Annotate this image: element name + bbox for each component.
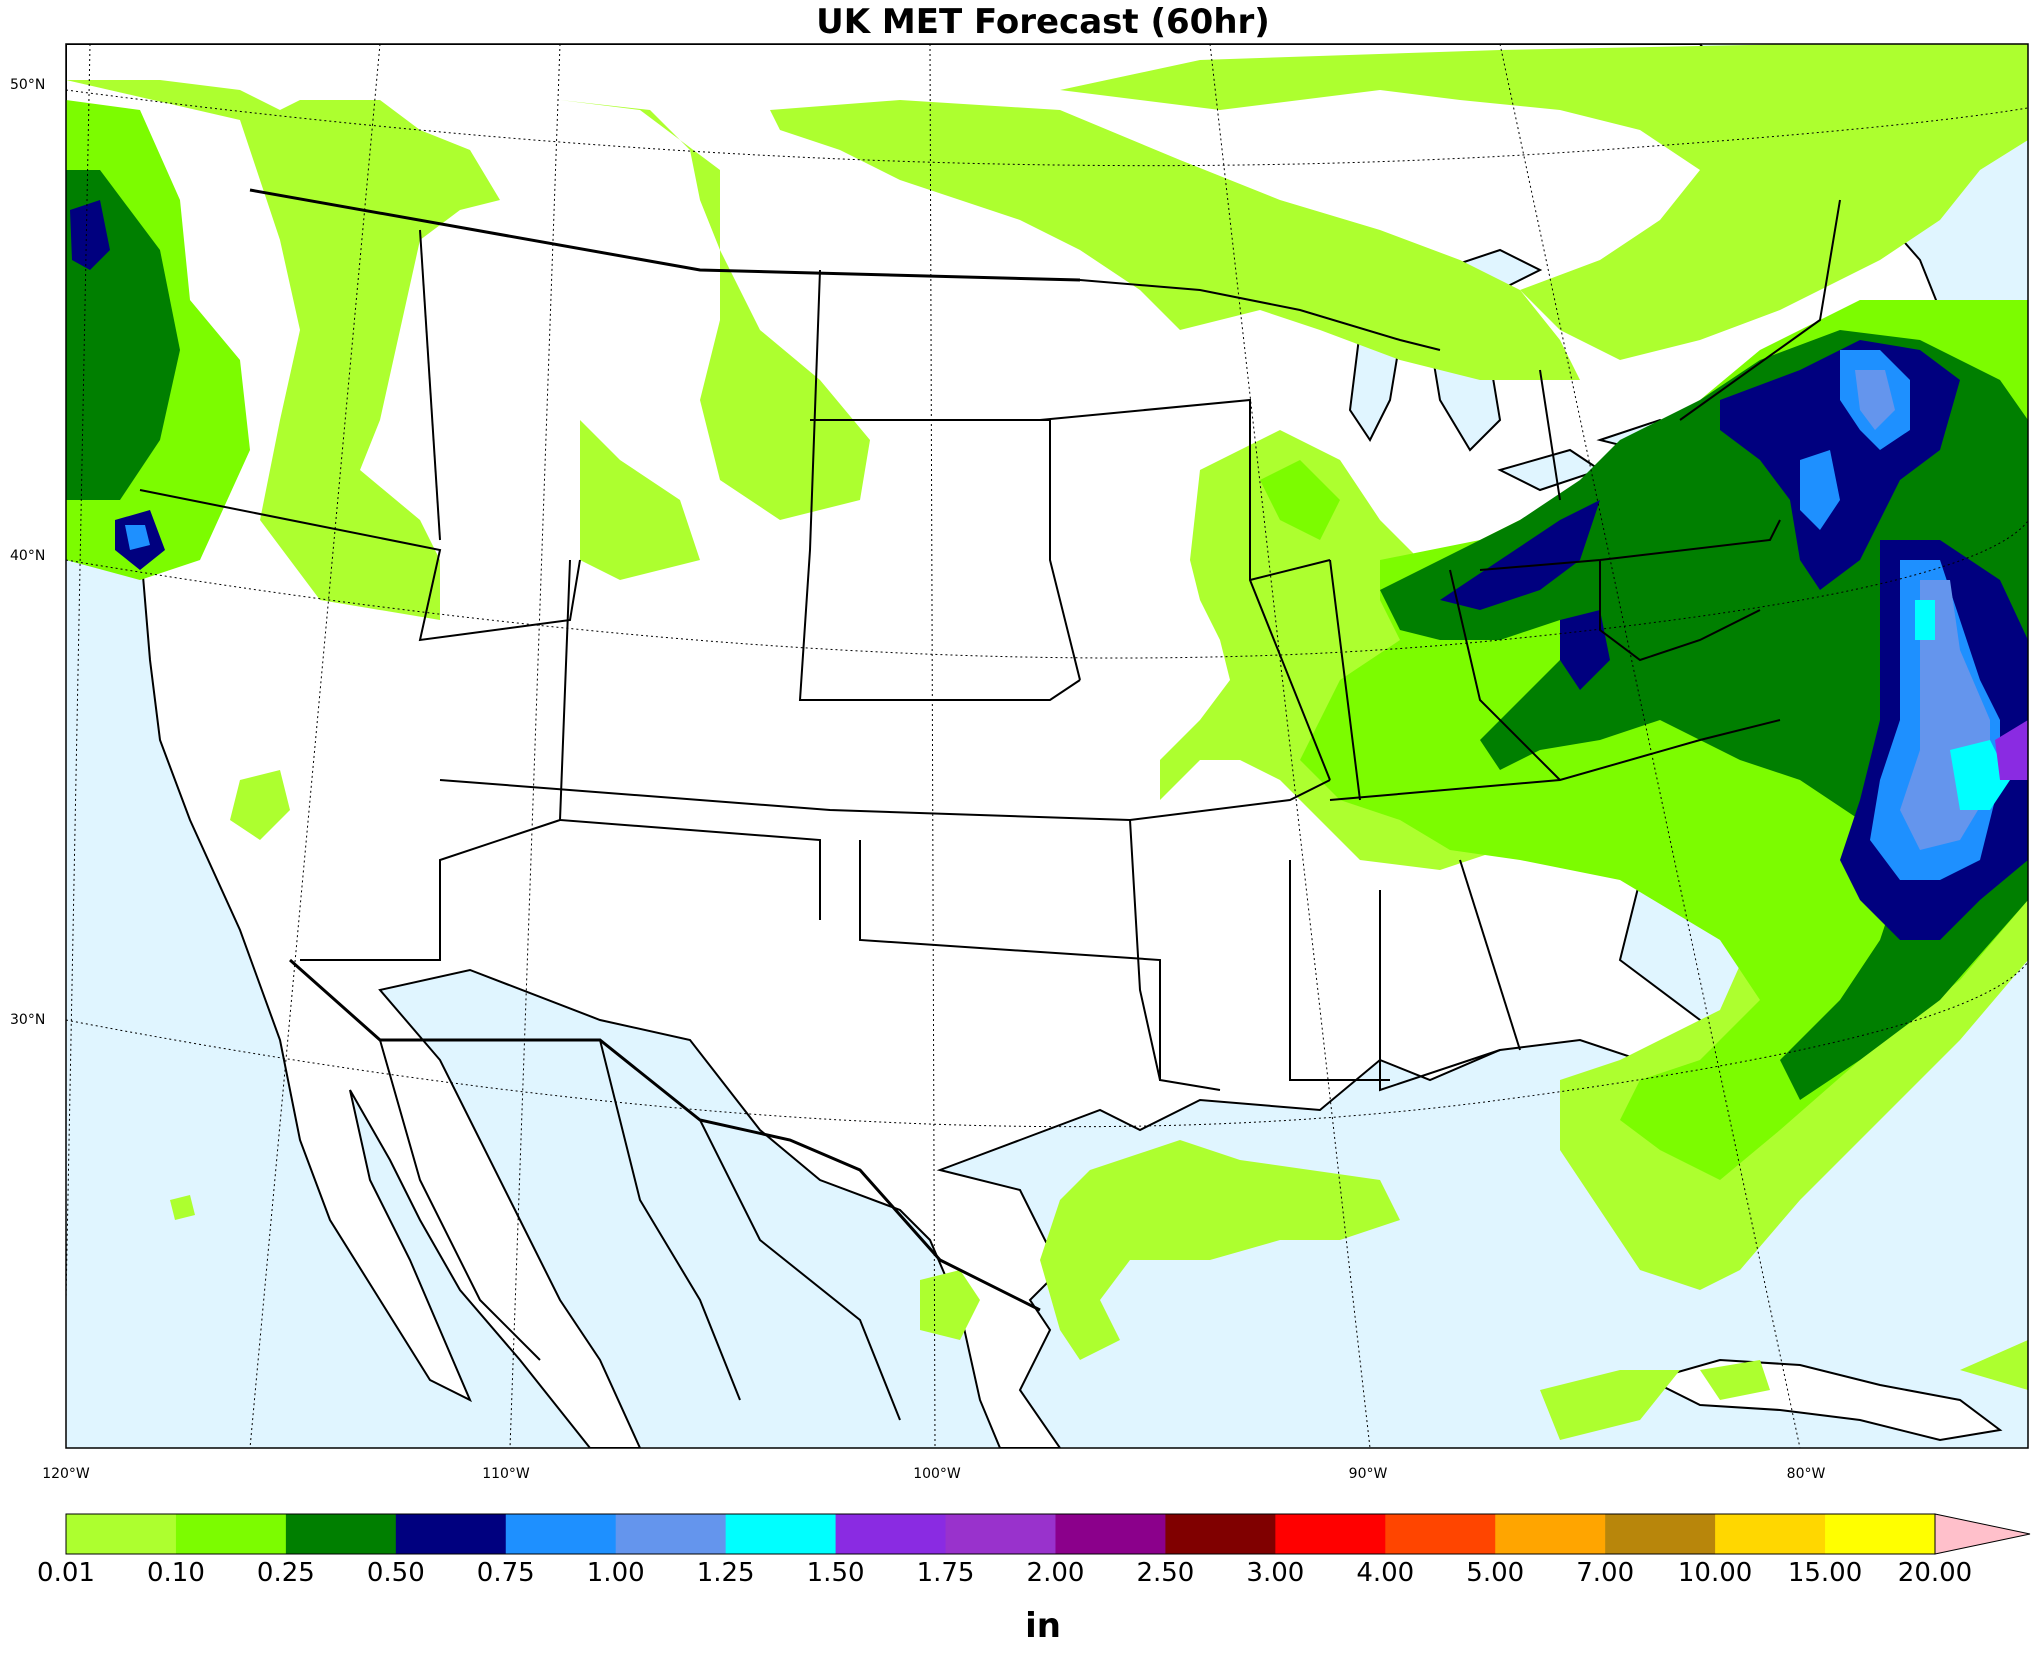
- colorbar-tick-label: 4.00: [1356, 1558, 1415, 1588]
- colorbar-tick-label: 0.10: [146, 1558, 205, 1588]
- political-borders: [139, 188, 1841, 1421]
- colorbar-tick-label: 2.00: [1026, 1558, 1085, 1588]
- colorbar-segment: [1715, 1514, 1826, 1554]
- colorbar-segment: [945, 1514, 1056, 1554]
- colorbar-border: [65, 1513, 1936, 1555]
- colorbar-segment: [725, 1514, 837, 1554]
- colorbar-extend-arrow: [1934, 1513, 2031, 1555]
- lon-label-80w: 80°W: [1786, 1466, 1826, 1482]
- colorbar-segment: [1605, 1514, 1716, 1554]
- colorbar-segment: [1825, 1514, 1936, 1554]
- precip-layer-125: [1915, 600, 2010, 810]
- lon-label-100w: 100°W: [913, 1466, 961, 1482]
- colorbar-tick-label: 0.01: [37, 1558, 95, 1588]
- colorbar-segment: [395, 1514, 507, 1554]
- colorbar-tick-label: 1.00: [586, 1558, 645, 1588]
- lat-label-40n: 40°N: [10, 548, 46, 564]
- colorbar-segment: [1055, 1514, 1166, 1554]
- colorbar-segment: [66, 1514, 177, 1554]
- colorbar-segment: [615, 1514, 727, 1554]
- colorbar-tick-label: 1.50: [806, 1558, 865, 1588]
- colorbar-tick-label: 1.75: [916, 1558, 975, 1588]
- lon-label-120w: 120°W: [42, 1466, 90, 1482]
- lon-label-90w: 90°W: [1348, 1466, 1388, 1482]
- colorbar: [65, 1513, 2031, 1555]
- colorbar-segment: [1165, 1514, 1276, 1554]
- colorbar-units: in: [1025, 1606, 1061, 1646]
- colorbar-tick-label: 15.00: [1787, 1558, 1863, 1588]
- colorbar-tick-label: 2.50: [1136, 1558, 1195, 1588]
- colorbar-tick-label: 10.00: [1677, 1558, 1753, 1588]
- colorbar-tick-label: 5.00: [1466, 1558, 1525, 1588]
- lat-label-30n: 30°N: [10, 1012, 46, 1028]
- colorbar-segment: [835, 1514, 947, 1554]
- colorbar-tick-label: 0.75: [476, 1558, 535, 1588]
- chart-title: UK MET Forecast (60hr): [816, 2, 1270, 42]
- colorbar-segment: [1495, 1514, 1606, 1554]
- lat-label-50n: 50°N: [10, 77, 46, 93]
- colorbar-tick-label: 3.00: [1246, 1558, 1305, 1588]
- precip-map: [65, 43, 2029, 1449]
- colorbar-segment: [175, 1514, 287, 1554]
- colorbar-tick-label: 7.00: [1576, 1558, 1635, 1588]
- colorbar-tick-label: 1.25: [696, 1558, 755, 1588]
- colorbar-segment: [1385, 1514, 1496, 1554]
- colorbar-tick-label: 0.25: [256, 1558, 315, 1588]
- colorbar-segment: [285, 1514, 397, 1554]
- colorbar-segment: [505, 1514, 617, 1554]
- lon-label-110w: 110°W: [482, 1466, 530, 1482]
- colorbar-tick-label: 0.50: [366, 1558, 425, 1588]
- colorbar-tick-label: 20.00: [1897, 1558, 1973, 1588]
- graticule: [66, 44, 2028, 1448]
- precip-layer-150: [1995, 720, 2028, 780]
- colorbar-segment: [1275, 1514, 1386, 1554]
